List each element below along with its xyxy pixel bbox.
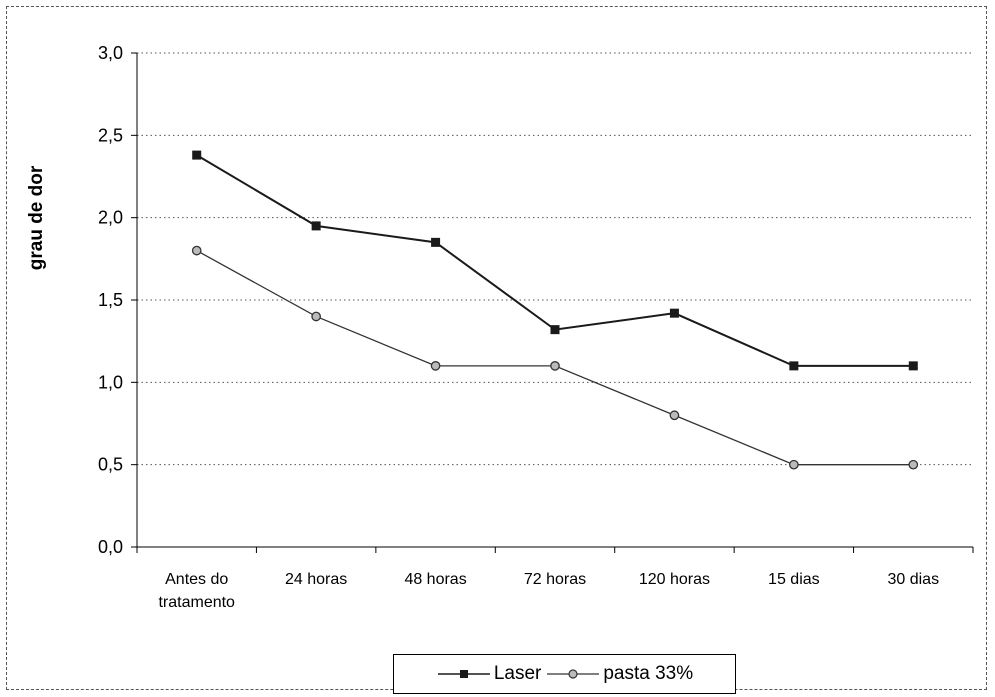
y-tick-label: 2,5 <box>98 125 123 145</box>
x-tick-label: Antes do <box>165 571 228 588</box>
x-tick-label: 24 horas <box>285 571 347 588</box>
legend-swatch-circle-icon <box>547 669 600 679</box>
data-point-laser <box>192 150 202 160</box>
chart-frame <box>6 6 987 690</box>
legend-entry-pasta: pasta 33% <box>545 663 693 685</box>
x-tick-label: 120 horas <box>639 571 710 588</box>
y-tick-label: 0,5 <box>98 455 123 475</box>
data-point-pasta <box>669 410 680 421</box>
series-line-pasta <box>196 250 914 466</box>
axes <box>131 52 974 553</box>
y-tick-label: 3,0 <box>98 43 123 63</box>
y-tick-label: 1,0 <box>98 372 123 392</box>
legend-label-pasta: pasta 33% <box>603 663 694 684</box>
data-point-laser <box>669 308 679 318</box>
legend: Laser pasta 33% <box>393 654 736 694</box>
x-tick-label: tratamento <box>158 594 235 611</box>
y-tick-label: 1,5 <box>98 290 123 310</box>
x-tick-label: 48 horas <box>404 571 466 588</box>
data-point-pasta <box>908 459 919 470</box>
data-point-laser <box>908 361 918 371</box>
y-axis-label: grau de dor <box>26 165 47 270</box>
data-point-laser <box>431 237 441 247</box>
gridlines <box>137 52 973 466</box>
x-tick-label: 15 dias <box>768 571 820 588</box>
x-tick-labels: Antes do tratamento 24 horas 48 horas 72 hor… <box>158 571 939 611</box>
y-tick-label: 2,0 <box>98 208 123 228</box>
legend-label-laser: Laser <box>493 663 542 684</box>
data-point-pasta <box>191 245 202 256</box>
data-point-laser <box>550 325 560 335</box>
data-point-pasta <box>550 361 560 371</box>
data-point-pasta <box>430 361 441 371</box>
series-line-laser <box>196 154 914 367</box>
data-point-pasta <box>311 311 321 322</box>
data-point-pasta <box>789 459 799 470</box>
y-tick-labels: 0,0 0,5 1,0 1,5 2,0 2,5 3,0 <box>98 43 123 557</box>
data-point-laser <box>311 221 321 231</box>
y-tick-label: 0,0 <box>98 537 123 557</box>
legend-entry-laser: Laser <box>436 663 542 685</box>
legend-swatch-square-icon <box>437 670 490 678</box>
data-point-laser <box>789 361 799 371</box>
x-tick-label: 72 horas <box>524 571 586 588</box>
series-lines <box>191 150 919 470</box>
x-tick-label: 30 dias <box>887 571 939 588</box>
